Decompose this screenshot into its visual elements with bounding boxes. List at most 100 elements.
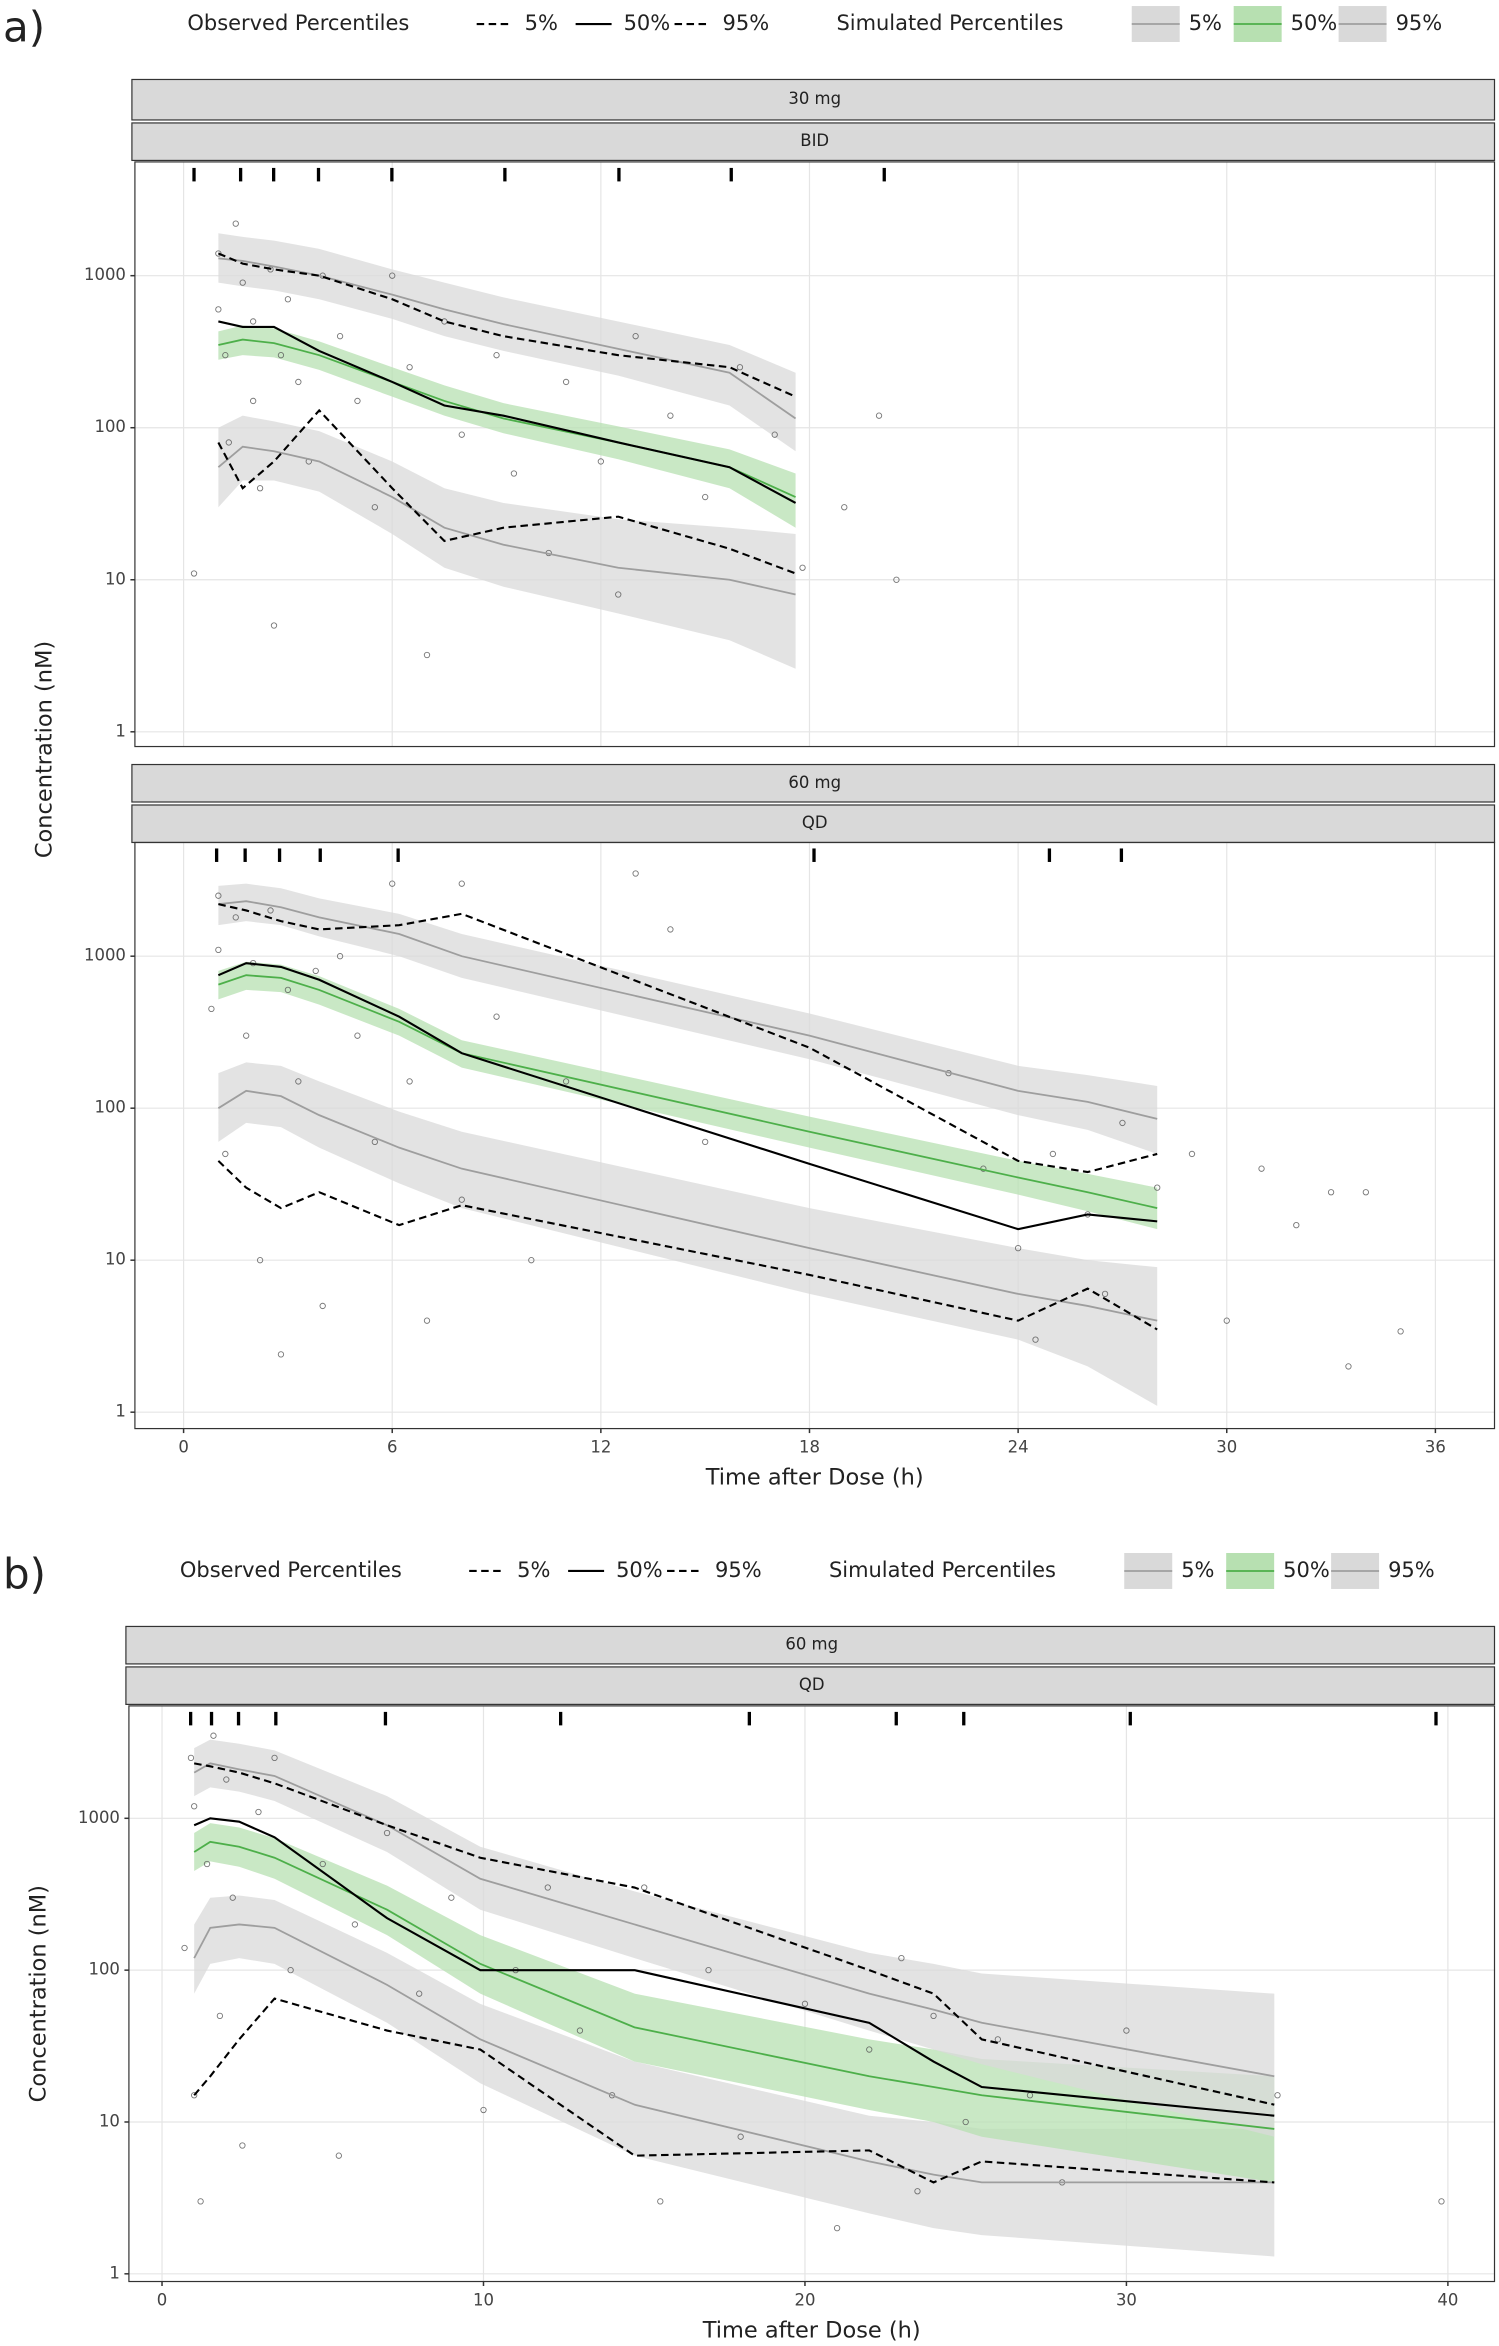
data-point	[354, 397, 361, 405]
strip	[131, 763, 1496, 803]
data-point	[225, 439, 232, 446]
data-point	[223, 1776, 230, 1783]
data-point	[351, 1921, 359, 1928]
data-point	[239, 279, 246, 286]
data-point	[544, 1884, 551, 1891]
data-point	[1327, 1189, 1335, 1196]
data-point	[914, 2188, 921, 2195]
data-point	[249, 397, 257, 405]
data-point	[215, 892, 222, 899]
observed-line	[218, 320, 797, 504]
data-point	[737, 2133, 744, 2140]
strip-label: QD	[799, 1675, 825, 1694]
data-point	[1397, 1328, 1404, 1335]
data-point	[458, 880, 465, 887]
x-tick-label: 30	[1216, 1438, 1237, 1457]
legend-label: 50%	[1283, 1558, 1330, 1582]
strip	[131, 122, 1496, 162]
data-point	[312, 967, 319, 975]
data-point	[702, 1138, 709, 1146]
panel-label: b)	[3, 1549, 46, 1598]
strip	[125, 1625, 1496, 1665]
data-point	[249, 318, 257, 325]
data-point	[705, 1967, 712, 1974]
data-point	[423, 1317, 431, 1324]
data-point	[203, 1860, 211, 1868]
data-point	[1258, 1165, 1265, 1172]
data-point	[458, 1196, 465, 1203]
data-point	[222, 1150, 229, 1158]
data-point	[801, 2000, 809, 2007]
data-point	[406, 364, 413, 371]
legend-title: Observed Percentiles	[187, 11, 409, 35]
data-point	[197, 2198, 204, 2205]
data-point	[1438, 2198, 1445, 2205]
data-point	[210, 1732, 217, 1739]
data-point	[406, 1078, 413, 1085]
data-point	[215, 946, 222, 954]
data-point	[232, 914, 239, 921]
data-point	[215, 306, 222, 313]
band	[218, 961, 1158, 1230]
legend-label: 50%	[1291, 11, 1338, 35]
data-point	[336, 333, 344, 340]
observed-line	[217, 962, 1158, 1231]
x-axis-title: Time after Dose (h)	[705, 1465, 924, 1491]
data-point	[1119, 1119, 1126, 1127]
band	[218, 883, 1158, 1154]
data-point	[232, 220, 239, 227]
observed-line	[217, 1160, 1158, 1331]
data-point	[190, 570, 198, 577]
data-point	[319, 1302, 326, 1310]
data-point	[736, 364, 744, 371]
legend-title: Simulated Percentiles	[836, 11, 1063, 35]
band	[194, 1895, 1275, 2257]
data-point	[833, 2224, 841, 2232]
data-point	[528, 1257, 535, 1264]
band	[194, 1739, 1275, 2137]
simulated-line	[193, 1923, 1275, 2184]
data-point	[893, 576, 900, 583]
strip-label: BID	[800, 131, 829, 150]
data-point	[1101, 1290, 1109, 1298]
legend-label: 50%	[624, 11, 671, 35]
data-point	[371, 1138, 378, 1146]
data-point	[354, 1032, 361, 1039]
data-point	[510, 470, 518, 477]
data-point	[898, 1954, 905, 1962]
data-point	[222, 352, 229, 359]
data-point	[271, 1754, 278, 1762]
data-point	[608, 2092, 616, 2099]
data-point	[256, 485, 264, 492]
x-tick-label: 24	[1008, 1438, 1029, 1457]
data-point	[632, 870, 639, 877]
data-point	[632, 333, 639, 340]
data-point	[1345, 1363, 1352, 1370]
y-tick-label: 100	[88, 1960, 119, 1979]
legend-label: 95%	[1396, 11, 1443, 35]
data-point	[1223, 1317, 1230, 1324]
legend-label: 95%	[723, 11, 770, 35]
strip	[125, 1666, 1496, 1705]
data-point	[335, 2152, 342, 2159]
data-point	[597, 458, 605, 465]
data-point	[229, 1894, 236, 1901]
simulated-line	[193, 1762, 1275, 2078]
data-point	[866, 2046, 873, 2053]
legend-label: 5%	[525, 11, 558, 35]
data-point	[287, 1967, 294, 1974]
data-point	[243, 1032, 250, 1039]
data-point	[1154, 1184, 1161, 1191]
y-tick-label: 10	[99, 2111, 120, 2130]
y-tick-label: 1000	[78, 1808, 120, 1827]
data-point	[1014, 1244, 1022, 1252]
data-point	[371, 504, 378, 511]
x-tick-label: 12	[590, 1438, 611, 1457]
observed-line	[193, 1762, 1275, 2106]
data-point	[284, 296, 292, 303]
data-point	[255, 1808, 262, 1816]
data-point	[875, 412, 883, 419]
legend-label: 5%	[1189, 11, 1222, 35]
data-point	[423, 651, 431, 659]
